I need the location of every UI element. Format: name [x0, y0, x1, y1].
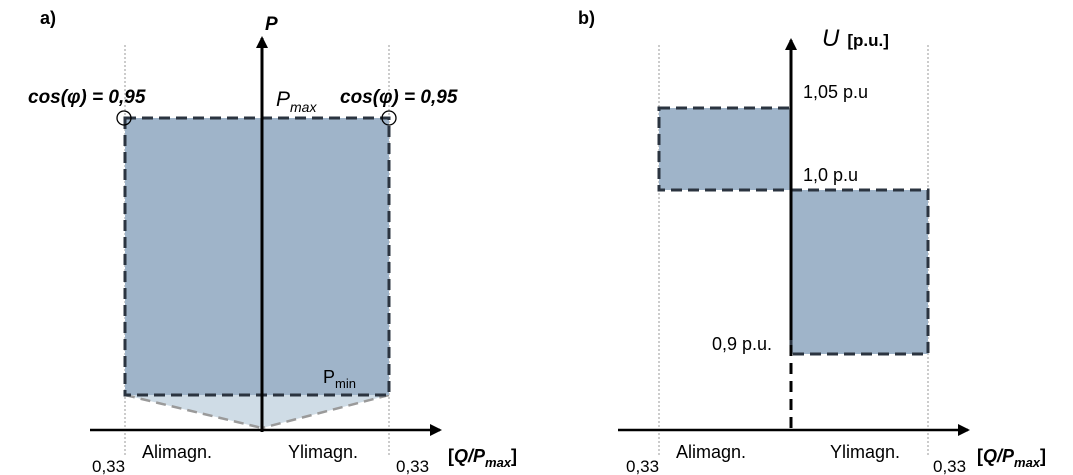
- panel-a-y-axis-label: P: [265, 14, 278, 35]
- panel-b-region-overexcited: [789, 188, 930, 356]
- panel-a-region-label-left: Alimagn.: [142, 442, 212, 462]
- panel-b-level-high: 1,05 p.u: [803, 82, 868, 102]
- panel-b-region-underexcited: [657, 106, 793, 192]
- panel-a-pmin-edge-left: [124, 393, 263, 430]
- panel-a-pmin-label: Pmin: [323, 367, 356, 391]
- panel-b-region-label-right: Ylimagn.: [830, 442, 900, 462]
- panel-b-tick-left: 0,33: [626, 457, 659, 475]
- panel-a-operating-region: [123, 116, 391, 397]
- panel-a-corner-marker-right: [381, 110, 397, 126]
- panel-b: b) U [p.u.] 1,05 p.u 1,0 p.u 0,9 p.u. Ali…: [578, 8, 1046, 475]
- panel-a-pmax-label: Pmax: [276, 88, 317, 115]
- panel-a-cos-label-right: cos(φ) = 0,95: [340, 87, 458, 108]
- panel-a: a) P Pmax Pmin cos(φ) = 0,95 cos(φ) = 0,…: [28, 8, 517, 475]
- panel-a-pmin-region: [125, 395, 389, 428]
- panel-a-x-axis-unit: [Q/Pmax]: [448, 446, 517, 470]
- panel-b-y-axis-label: U [p.u.]: [822, 25, 889, 52]
- panel-a-corner-marker-left: [116, 110, 132, 126]
- panel-a-region-label-right: Ylimagn.: [288, 442, 358, 462]
- panel-a-tick-left: 0,33: [92, 457, 125, 475]
- panel-b-tick-right: 0,33: [933, 457, 966, 475]
- panel-b-letter: b): [578, 8, 595, 28]
- panel-a-pmin-edge-right: [261, 393, 390, 430]
- panel-b-region-label-left: Alimagn.: [676, 442, 746, 462]
- panel-a-letter: a): [40, 8, 56, 28]
- panel-b-x-axis-unit: [Q/Pmax]: [977, 446, 1046, 470]
- panel-a-cos-label-left: cos(φ) = 0,95: [28, 87, 146, 108]
- panel-a-tick-right: 0,33: [396, 457, 429, 475]
- panel-b-level-mid: 1,0 p.u: [803, 165, 858, 185]
- panel-b-level-low: 0,9 p.u.: [712, 334, 772, 354]
